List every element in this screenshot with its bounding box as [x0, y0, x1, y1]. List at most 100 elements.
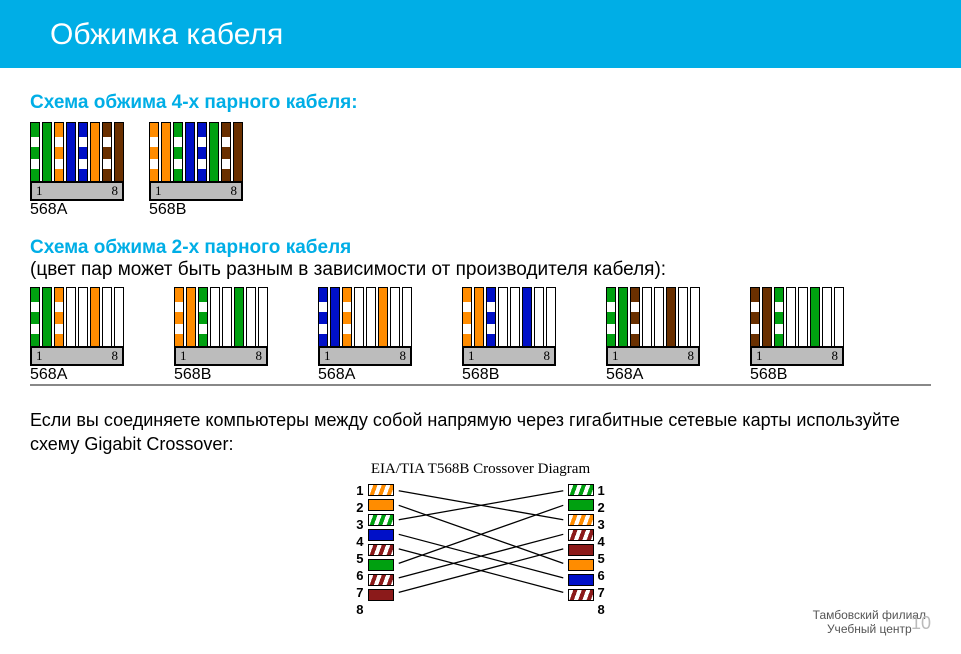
wire	[390, 287, 400, 347]
wire	[750, 287, 760, 347]
footer-line2: Учебный центр	[813, 622, 926, 636]
crossover-title: EIA/TIA T568B Crossover Diagram	[30, 461, 931, 478]
pin-right: 8	[688, 348, 695, 364]
slide-footer: Тамбовский филиал Учебный центр	[813, 608, 926, 636]
pin-number: 6	[598, 569, 605, 583]
pin-left: 1	[180, 348, 187, 364]
pin-number: 6	[356, 569, 363, 583]
pin-left: 1	[756, 348, 763, 364]
pin-number: 7	[598, 586, 605, 600]
wire	[834, 287, 844, 347]
color-swatch	[368, 559, 394, 571]
connector: 18568B	[149, 122, 243, 219]
wire	[258, 287, 268, 347]
wire	[798, 287, 808, 347]
wire	[30, 287, 40, 347]
color-swatch	[368, 544, 394, 556]
connector-base: 18	[174, 346, 268, 366]
page-number: 10	[911, 613, 931, 634]
wire	[42, 287, 52, 347]
color-swatch	[368, 484, 394, 496]
connector-base: 18	[30, 181, 124, 201]
pin-number: 8	[356, 603, 363, 617]
pin-number: 2	[598, 501, 605, 515]
swatches-left	[368, 484, 394, 617]
wire	[222, 287, 232, 347]
section-2pair-note: (цвет пар может быть разным в зависимост…	[30, 259, 666, 280]
wire	[102, 122, 112, 182]
wire	[666, 287, 676, 347]
pin-left: 1	[324, 348, 331, 364]
pin-right: 8	[231, 183, 238, 199]
wire	[78, 122, 88, 182]
pin-number: 5	[356, 552, 363, 566]
connector-label: 568B	[462, 366, 499, 383]
wire	[42, 122, 52, 182]
connectors-2pair-row: 18568A18568B18568A18568B18568A18568B	[30, 287, 931, 386]
wire	[185, 122, 195, 182]
connector: 18568B	[462, 287, 556, 384]
wire	[618, 287, 628, 347]
pin-right: 8	[832, 348, 839, 364]
wire	[786, 287, 796, 347]
wire	[774, 287, 784, 347]
color-swatch	[368, 574, 394, 586]
wire	[318, 287, 328, 347]
connector-base: 18	[318, 346, 412, 366]
color-swatch	[368, 499, 394, 511]
wire	[762, 287, 772, 347]
color-swatch	[568, 574, 594, 586]
wire	[342, 287, 352, 347]
connectors-4pair-row: 18568A18568B	[30, 122, 931, 219]
wire	[66, 122, 76, 182]
wire	[78, 287, 88, 347]
wire	[630, 287, 640, 347]
wire	[90, 122, 100, 182]
wire	[30, 122, 40, 182]
color-swatch	[368, 514, 394, 526]
wire	[221, 122, 231, 182]
color-swatch	[568, 529, 594, 541]
wire	[366, 287, 376, 347]
wire	[534, 287, 544, 347]
wire	[173, 122, 183, 182]
pin-right: 8	[544, 348, 551, 364]
crossover-diagram: 1234567812345678	[30, 484, 931, 617]
connector-label: 568A	[30, 201, 67, 218]
color-swatch	[568, 544, 594, 556]
slide-title: Обжимка кабеля	[50, 18, 961, 52]
wire	[474, 287, 484, 347]
connector-label: 568A	[318, 366, 355, 383]
pin-number: 2	[356, 501, 363, 515]
wire	[186, 287, 196, 347]
connector-base: 18	[606, 346, 700, 366]
wire	[510, 287, 520, 347]
wire	[233, 122, 243, 182]
wire	[498, 287, 508, 347]
wire	[174, 287, 184, 347]
wire	[234, 287, 244, 347]
pin-left: 1	[36, 348, 43, 364]
swatches-right	[568, 484, 594, 617]
pin-number: 3	[356, 518, 363, 532]
wire	[114, 122, 124, 182]
wire	[54, 287, 64, 347]
wire	[54, 122, 64, 182]
wire	[90, 287, 100, 347]
connector: 18568B	[174, 287, 268, 384]
connector: 18568A	[606, 287, 700, 384]
connector-label: 568B	[750, 366, 787, 383]
slide-header: Обжимка кабеля	[0, 0, 961, 68]
wire	[642, 287, 652, 347]
pin-numbers-left: 12345678	[356, 484, 363, 617]
color-swatch	[368, 589, 394, 601]
wire	[678, 287, 688, 347]
wire	[161, 122, 171, 182]
section-2pair-heading: Схема обжима 2-х парного кабеля (цвет па…	[30, 237, 931, 281]
color-swatch	[568, 589, 594, 601]
connector-label: 568B	[149, 201, 186, 218]
color-swatch	[368, 529, 394, 541]
wire	[546, 287, 556, 347]
connector: 18568A	[318, 287, 412, 384]
footer-line1: Тамбовский филиал	[813, 608, 926, 622]
